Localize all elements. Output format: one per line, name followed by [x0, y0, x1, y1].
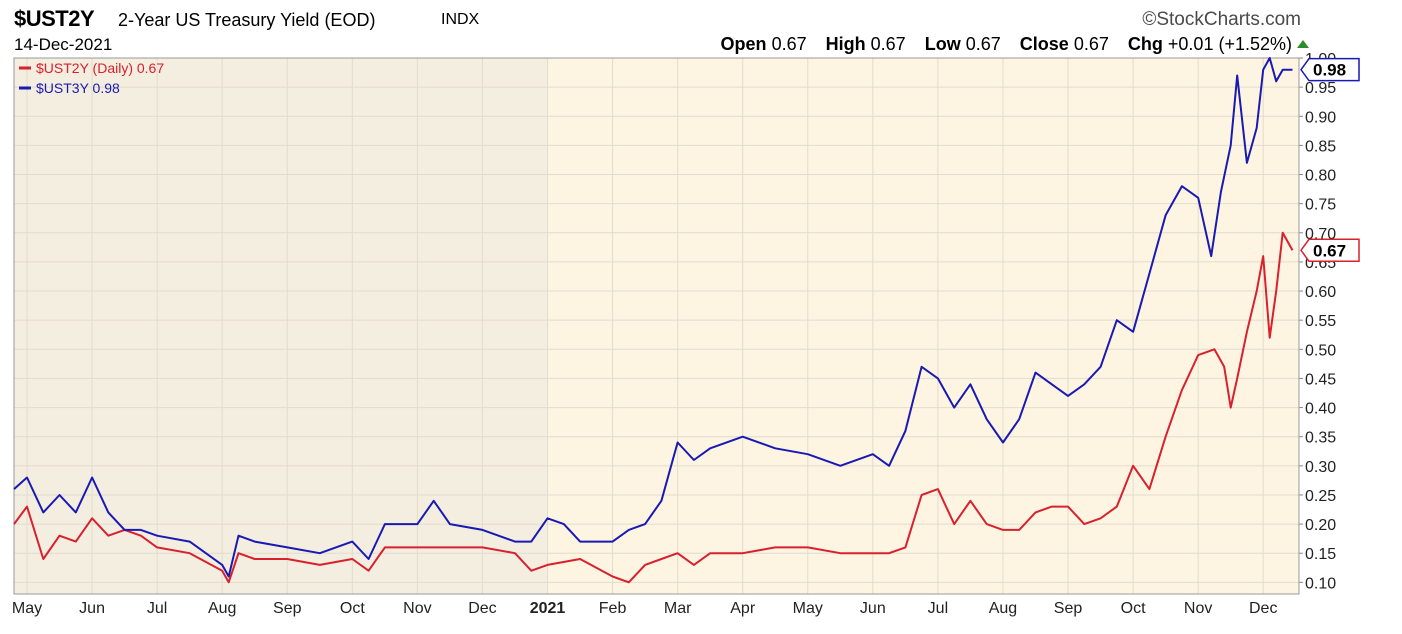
- y-tick-label: 0.15: [1305, 546, 1336, 563]
- last-value-tag-ust3y: [1300, 57, 1360, 82]
- y-tick-label: 0.60: [1305, 284, 1336, 301]
- high-value: 0.67: [870, 34, 906, 54]
- last-value-label-ust2y: 0.67: [1313, 241, 1346, 260]
- x-tick-label: Jul: [928, 600, 948, 617]
- ust2y-series-line[interactable]: [13, 231, 1294, 584]
- x-tick-label: Apr: [730, 600, 756, 617]
- x-tick-label: Mar: [664, 600, 692, 617]
- x-tick-label: Dec: [1249, 600, 1277, 617]
- plot-frame: [13, 57, 1300, 595]
- y-tick-label: 0.85: [1305, 138, 1336, 155]
- y-tick-label: 0.80: [1305, 168, 1336, 185]
- y-tick-label: 0.35: [1305, 430, 1336, 447]
- ohlc-bar: Open 0.67 High 0.67 Low 0.67 Close 0.67 …: [721, 34, 1292, 55]
- x-tick-label: Nov: [1184, 600, 1212, 617]
- x-tick-label: 2021: [530, 600, 566, 617]
- high-label: High: [825, 34, 866, 54]
- low-label: Low: [924, 34, 961, 54]
- x-tick-label: Sep: [273, 600, 302, 617]
- x-tick-label: Sep: [1054, 600, 1083, 617]
- y-tick-label: 0.10: [1305, 575, 1336, 592]
- legend-item-ust3y: $UST3Y 0.98: [36, 80, 120, 96]
- x-tick-label: May: [793, 600, 823, 617]
- x-tick-label: May: [12, 600, 42, 617]
- legend-item-ust2y: $UST2Y (Daily) 0.67: [36, 60, 164, 76]
- x-tick-label: Aug: [208, 600, 236, 617]
- x-tick-label: Jul: [147, 600, 167, 617]
- close-value: 0.67: [1073, 34, 1109, 54]
- y-tick-label: 0.25: [1305, 488, 1336, 505]
- x-tick-label: Dec: [468, 600, 496, 617]
- ticker-description: 2-Year US Treasury Yield (EOD): [118, 10, 376, 30]
- y-tick-label: 0.30: [1305, 459, 1336, 476]
- open-label: Open: [720, 34, 767, 54]
- y-tick-label: 0.45: [1305, 371, 1336, 388]
- x-tick-label: Nov: [403, 600, 431, 617]
- x-tick-label: Jun: [79, 600, 105, 617]
- chart-date: 14-Dec-2021: [14, 35, 113, 54]
- low-value: 0.67: [965, 34, 1001, 54]
- x-tick-label: Jun: [860, 600, 886, 617]
- plot-background-2021: [547, 58, 1299, 594]
- y-tick-label: 0.55: [1305, 313, 1336, 330]
- x-tick-label: Oct: [1121, 600, 1146, 617]
- plot-background-2020: [14, 58, 548, 594]
- last-value-label-ust3y: 0.98: [1313, 61, 1346, 80]
- up-arrow-icon: [1297, 40, 1309, 48]
- y-tick-label: 0.95: [1305, 80, 1336, 97]
- chg-value: +0.01 (+1.52%): [1167, 34, 1292, 54]
- x-tick-label: Feb: [599, 600, 627, 617]
- y-tick-label: 0.50: [1305, 342, 1336, 359]
- y-tick-label: 0.75: [1305, 197, 1336, 214]
- chart-header: $UST2Y 2-Year US Treasury Yield (EOD) IN…: [0, 0, 1402, 58]
- close-label: Close: [1019, 34, 1069, 54]
- y-tick-label: 0.20: [1305, 517, 1336, 534]
- open-value: 0.67: [771, 34, 807, 54]
- x-tick-label: Oct: [340, 600, 365, 617]
- last-value-tag-ust2y: [1300, 238, 1360, 263]
- brand-logo[interactable]: ©StockCharts.com: [1142, 9, 1301, 30]
- x-tick-label: Aug: [989, 600, 1017, 617]
- y-tick-label: 0.90: [1305, 109, 1336, 126]
- ticker-symbol: $UST2Y: [14, 6, 95, 31]
- chg-label: Chg: [1127, 34, 1163, 54]
- ust3y-series-line[interactable]: [13, 57, 1293, 578]
- y-tick-label: 0.40: [1305, 401, 1336, 418]
- exchange-label: INDX: [441, 11, 480, 28]
